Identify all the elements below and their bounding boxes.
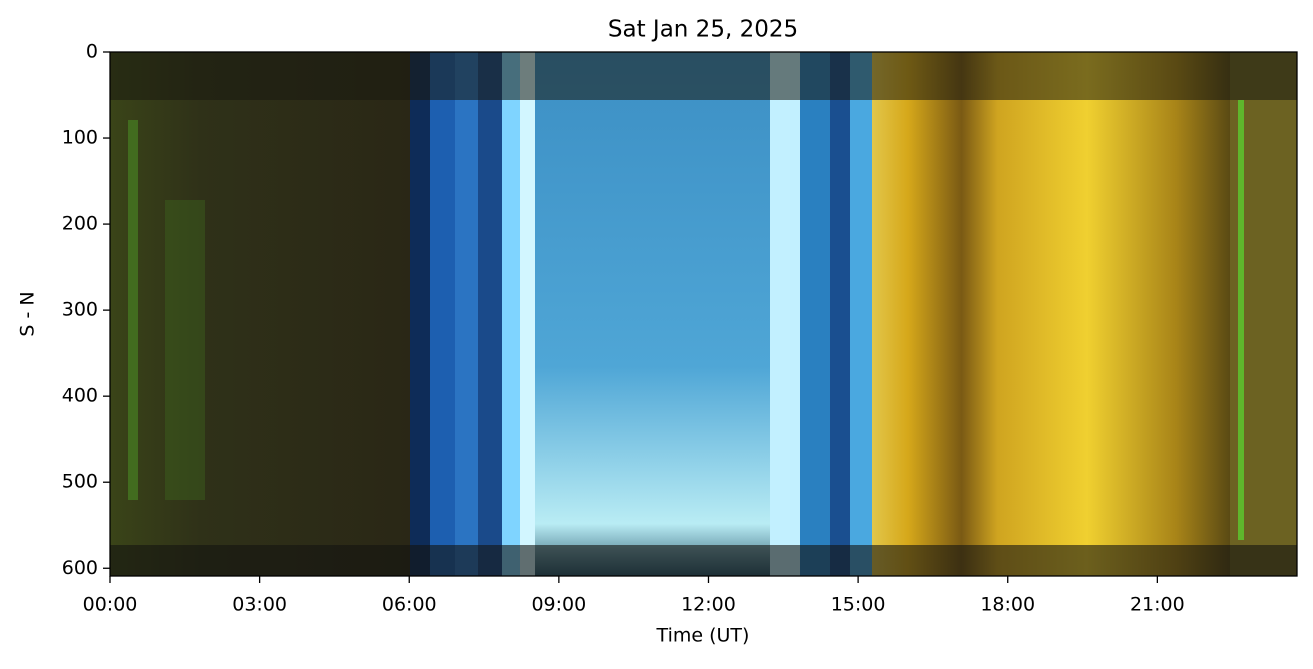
y-tick-label: 100	[62, 127, 98, 149]
y-tick-label: 0	[86, 41, 98, 63]
x-tick-label: 03:00	[232, 594, 287, 616]
y-tick-label: 500	[62, 471, 98, 493]
x-axis-label: Time (UT)	[656, 625, 750, 647]
y-tick-label: 600	[62, 557, 98, 579]
x-tick-label: 00:00	[83, 594, 138, 616]
x-tick-label: 18:00	[980, 594, 1035, 616]
keogram-image	[109, 51, 1298, 577]
y-tick-label: 400	[62, 385, 98, 407]
y-tick-label: 200	[62, 213, 98, 235]
x-tick-label: 15:00	[831, 594, 886, 616]
chart-title: Sat Jan 25, 2025	[608, 17, 798, 43]
y-tick-label: 300	[62, 299, 98, 321]
y-axis-label: S - N	[17, 291, 39, 336]
x-tick-label: 06:00	[382, 594, 437, 616]
x-tick-label: 21:00	[1130, 594, 1185, 616]
x-tick-label: 12:00	[681, 594, 736, 616]
x-tick-label: 09:00	[531, 594, 586, 616]
